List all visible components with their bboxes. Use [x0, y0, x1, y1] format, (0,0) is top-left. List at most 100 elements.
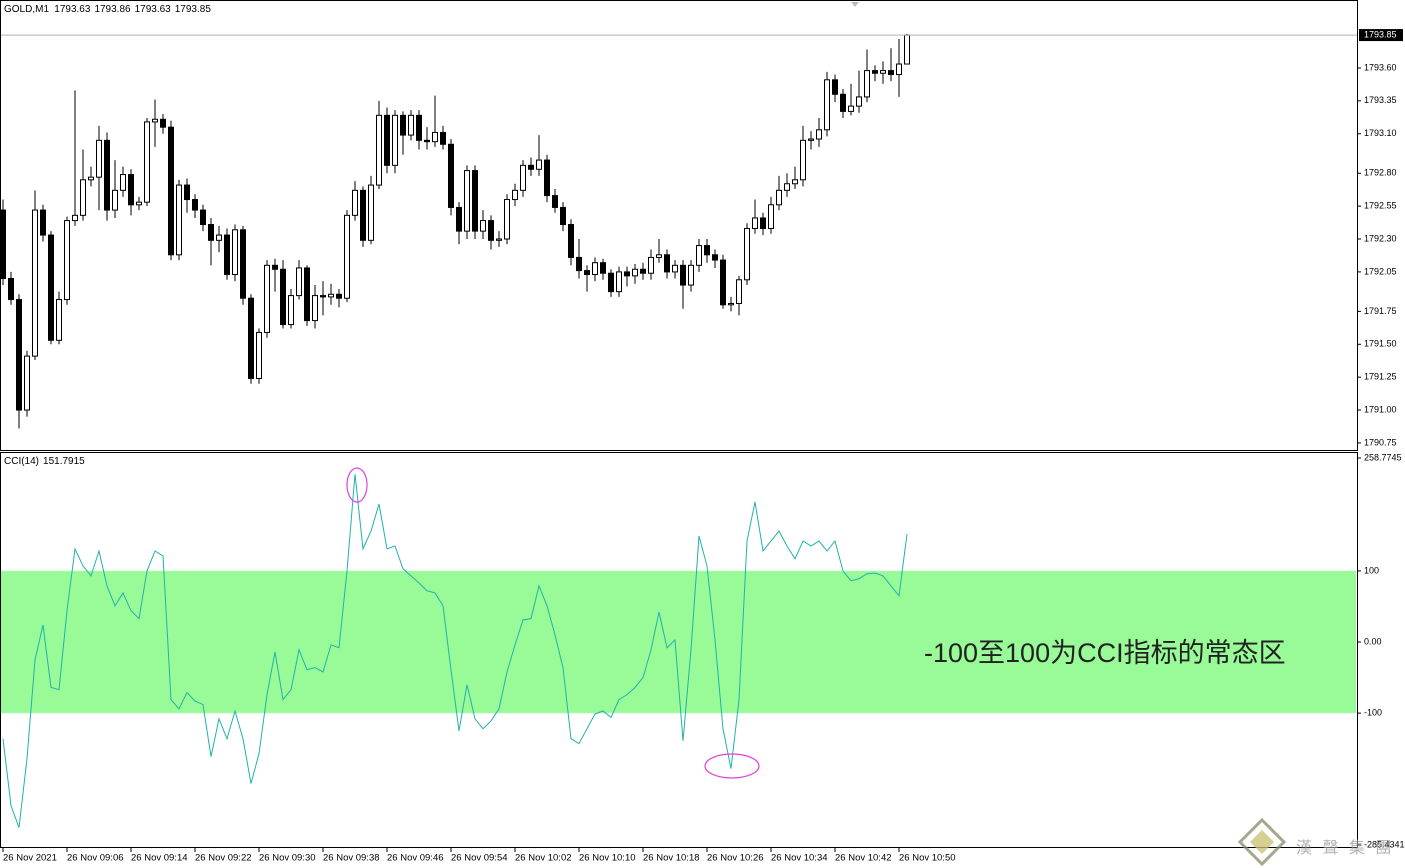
symbol: GOLD,M1 — [4, 4, 49, 15]
candle-body — [848, 105, 854, 112]
x-tick-label: 26 Nov 09:54 — [451, 853, 508, 864]
candle-body — [0, 209, 6, 279]
y-tick-label: 258.7745 — [1364, 452, 1402, 462]
indicator-value: 151.7915 — [43, 456, 85, 467]
shift-marker — [851, 2, 859, 7]
candle-body — [280, 268, 286, 326]
candle-body — [824, 79, 830, 131]
candle-body — [760, 217, 766, 229]
candle-body — [808, 138, 814, 141]
candle-body — [880, 70, 886, 74]
x-tick-label: 26 Nov 09:38 — [323, 853, 380, 864]
candle-body — [168, 126, 174, 256]
indicator-name: CCI(14) — [4, 456, 39, 467]
candle-body — [256, 331, 262, 379]
y-tick-label: 1791.00 — [1364, 404, 1397, 414]
candle-body — [688, 264, 694, 286]
candle-body — [592, 262, 598, 276]
candle-body — [504, 199, 510, 240]
candle-body — [800, 139, 806, 181]
candle-body — [136, 201, 142, 206]
candle-body — [720, 259, 726, 306]
open-value: 1793.63 — [54, 4, 91, 15]
candle-body — [184, 184, 190, 201]
x-tick-label: 26 Nov 09:06 — [67, 853, 124, 864]
highlight-ellipse — [704, 753, 760, 779]
y-tick-label: 1793.10 — [1364, 128, 1397, 138]
candle-body — [784, 183, 790, 191]
candle-body — [856, 96, 862, 107]
candle-body — [72, 214, 78, 222]
candle-body — [696, 245, 702, 266]
candle-body — [360, 189, 366, 241]
candle-body — [248, 297, 254, 379]
candle-body — [64, 220, 70, 301]
candle-body — [712, 254, 718, 261]
candle-body — [344, 214, 350, 299]
candle-body — [384, 114, 390, 166]
y-tick-label: 1792.05 — [1364, 266, 1397, 276]
candle-body — [376, 114, 382, 186]
close-value: 1793.85 — [175, 4, 212, 15]
y-tick-label: 1790.75 — [1364, 437, 1397, 447]
candle-body — [304, 267, 310, 322]
candle-body — [680, 264, 686, 286]
candle-body — [152, 118, 158, 123]
candle-body — [176, 184, 182, 256]
x-tick-label: 26 Nov 10:50 — [899, 853, 956, 864]
candle-body — [424, 139, 430, 143]
candle-body — [352, 189, 358, 216]
candle-body — [864, 70, 870, 98]
candle-body — [208, 224, 214, 241]
candle-body — [728, 302, 734, 306]
candle-body — [312, 295, 318, 322]
candle-body — [456, 206, 462, 232]
candle-body — [440, 131, 446, 145]
candle-body — [112, 189, 118, 211]
candle-body — [16, 299, 22, 411]
candle-body — [568, 224, 574, 258]
y-tick-label: 1792.30 — [1364, 233, 1397, 243]
candle-body — [552, 195, 558, 208]
header: GOLD,M1 1793.63 1793.86 1793.63 1793.85 — [4, 4, 211, 15]
candle-body — [104, 139, 110, 211]
plot-layer: 1793.60 1793.35 1793.10 1792.80 1792.55 1792.… — [0, 29, 1405, 864]
x-tick-label: 26 Nov 09:22 — [195, 853, 252, 864]
x-tick-label: 26 Nov 09:30 — [259, 853, 316, 864]
candle-body — [160, 118, 166, 128]
candle-body — [24, 355, 30, 411]
candle-body — [896, 63, 902, 76]
candle-body — [664, 254, 670, 273]
candle-body — [512, 189, 518, 201]
candle-body — [584, 270, 590, 276]
candle-body — [56, 299, 62, 341]
candle-body — [128, 174, 134, 206]
candle-body — [480, 220, 486, 232]
candle-body — [776, 189, 782, 206]
candle-body — [616, 271, 622, 293]
candle-body — [32, 209, 38, 357]
candle-body — [496, 238, 502, 241]
x-tick-label: 26 Nov 10:42 — [835, 853, 892, 864]
x-tick-label: 26 Nov 09:46 — [387, 853, 444, 864]
candle-body — [608, 272, 614, 293]
current-price-label: 1793.85 — [1364, 29, 1397, 39]
y-tick-label: 1792.80 — [1364, 168, 1397, 178]
candle-body — [192, 199, 198, 211]
candle-body — [560, 206, 566, 226]
candle-body — [576, 256, 582, 272]
candle-body — [704, 245, 710, 256]
candle-body — [240, 229, 246, 299]
candle-body — [80, 179, 86, 216]
cci-line — [2, 474, 908, 828]
candle-body — [768, 204, 774, 229]
y-tick-label: 1791.50 — [1364, 339, 1397, 349]
candle-body — [600, 262, 606, 274]
candle-body — [296, 267, 302, 297]
y-tick-label: 1793.60 — [1364, 62, 1397, 72]
x-tick-label: 26 Nov 10:10 — [579, 853, 636, 864]
candle-body — [216, 234, 222, 241]
candle-body — [640, 268, 646, 274]
candle-body — [816, 129, 822, 140]
